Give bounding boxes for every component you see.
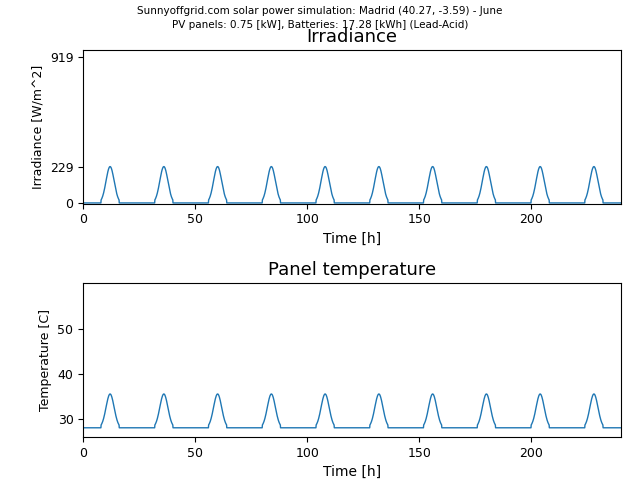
Title: Panel temperature: Panel temperature bbox=[268, 261, 436, 279]
Y-axis label: Temperature [C]: Temperature [C] bbox=[39, 309, 52, 411]
Text: Sunnyoffgrid.com solar power simulation: Madrid (40.27, -3.59) - June: Sunnyoffgrid.com solar power simulation:… bbox=[138, 6, 502, 16]
X-axis label: Time [h]: Time [h] bbox=[323, 465, 381, 479]
Text: PV panels: 0.75 [kW], Batteries: 17.28 [kWh] (Lead-Acid): PV panels: 0.75 [kW], Batteries: 17.28 [… bbox=[172, 20, 468, 30]
Title: Irradiance: Irradiance bbox=[307, 28, 397, 46]
Y-axis label: Irradiance [W/m^2]: Irradiance [W/m^2] bbox=[31, 65, 44, 189]
X-axis label: Time [h]: Time [h] bbox=[323, 232, 381, 246]
